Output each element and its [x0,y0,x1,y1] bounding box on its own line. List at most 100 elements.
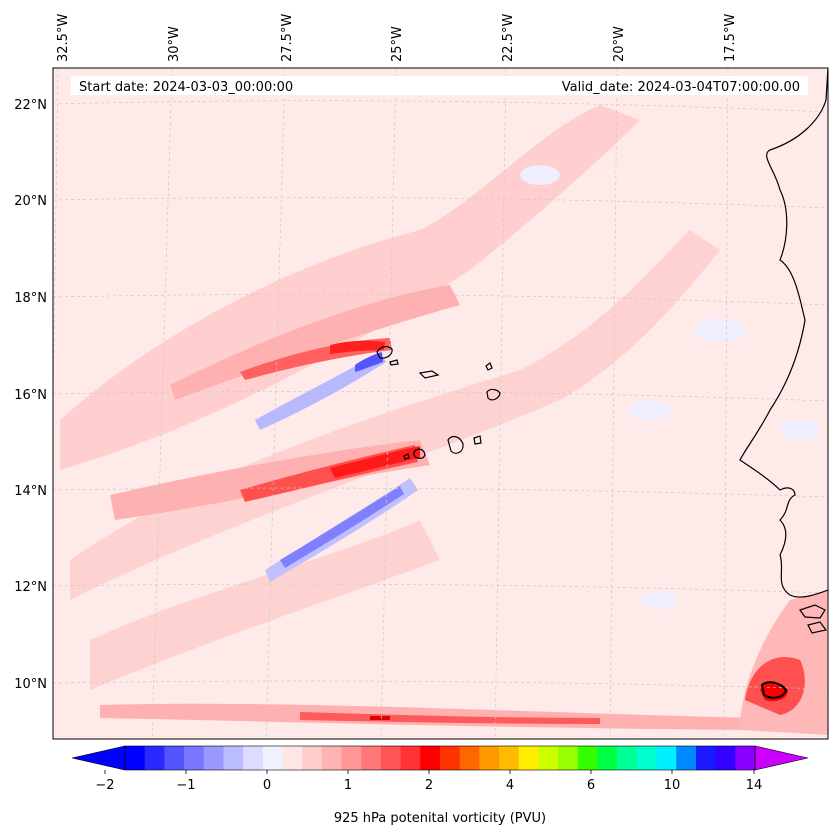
colorbar-swatch [302,746,323,770]
island-sao-vicente-outline [389,359,399,366]
colorbar-swatch [597,746,618,770]
colorbar-swatch [243,746,264,770]
colorbar-tick-label: 0 [263,778,271,793]
start-date-label: Start date: 2024-03-03_00:00:00 [79,80,293,95]
pv-region [628,400,672,420]
meridian-line [151,68,173,739]
pv-region [330,446,420,478]
colorbar-swatch [518,746,539,770]
meridian-line [494,68,507,739]
island-santiago-outline [447,435,464,454]
longitude-tick-label: 32.5°W [56,14,71,62]
latitude-tick-label: 22°N [14,98,47,113]
pv-region [355,352,383,372]
colorbar-swatch [656,746,677,770]
latitude-tick-label: 10°N [14,677,47,692]
colorbar-swatch [577,746,598,770]
pv-contour-field [60,105,828,735]
meridian-line [380,68,397,739]
colorbar-swatch [538,746,559,770]
colorbar-tick-label: −1 [176,778,195,793]
colorbar-tick-label: 6 [587,778,595,793]
colorbar-swatch [321,746,343,770]
colorbar-swatch [262,746,283,770]
colorbar-swatch [479,746,500,770]
island-santo-antao-outline [376,346,393,359]
colorbar-swatch [617,746,638,770]
colorbar-tick-label: 4 [506,778,514,793]
africa-coastline [739,68,828,598]
colorbar-swatch [695,746,717,770]
island-boa-vista-outline [486,388,501,401]
colorbar-tick-label: 14 [746,778,763,793]
meridian-line [265,68,286,739]
colorbar-tick-label: −2 [95,778,114,793]
pv-region [780,420,820,440]
colorbar-swatch [282,746,303,770]
colorbar-swatch [125,746,146,770]
colorbar-label: 925 hPa potenital vorticity (PVU) [334,811,546,826]
colorbar-swatch [459,746,480,770]
colorbar-swatch [440,746,461,770]
longitude-tick-label: 25°W [390,26,405,62]
latitude-tick-label: 16°N [14,388,47,403]
longitude-tick-label: 20°W [612,26,627,62]
coast-islands-outline [799,604,826,619]
pv-region [370,716,390,720]
colorbar-swatch [676,746,697,770]
colorbar-swatch [420,746,441,770]
pv-region [330,340,385,354]
colorbar-swatch [144,746,165,770]
island-fogo-outline [413,448,426,459]
longitude-labels: 32.5°W 30°W 27.5°W 25°W 22.5°W 20°W 17.5°W [56,14,738,62]
latitude-tick-label: 18°N [14,291,47,306]
pv-region [110,440,430,520]
colorbar-swatch [223,746,244,770]
colorbar-swatch [184,746,205,770]
pv-region [520,165,560,185]
latitude-labels: 22°N 20°N 18°N 16°N 14°N 12°N 10°N [14,98,47,692]
colorbar-swatch [400,746,421,770]
colorbar-swatch [203,746,224,770]
colorbar-swatch [715,746,736,770]
island-sal-outline [485,362,493,371]
colorbar-swatch [164,746,185,770]
colorbar-swatch [735,746,756,770]
colorbar-swatch [341,746,362,770]
colorbar-swatch [380,746,402,770]
valid-date-label: Valid_date: 2024-03-04T07:00:00.00 [562,80,800,95]
colorbar-swatch [361,746,382,770]
latitude-tick-label: 20°N [14,194,47,209]
map-frame [52,67,829,740]
colorbar: −2 −1 0 1 2 4 6 10 14 [71,745,809,793]
coastlines [376,68,828,699]
colorbar-swatch [499,746,520,770]
longitude-tick-label: 22.5°W [501,14,516,62]
meridian-line [609,68,618,739]
coast-islands-outline [807,621,828,634]
pv-region [642,591,678,609]
longitude-tick-label: 17.5°W [723,14,738,62]
island-sao-nicolau-outline [418,370,440,379]
pv-region [300,712,600,724]
longitude-tick-label: 30°W [167,26,182,62]
latitude-tick-label: 12°N [14,580,47,595]
graticule [53,68,828,739]
island-maio-outline [473,435,482,445]
longitude-tick-label: 27.5°W [280,14,295,62]
pv-region [255,352,386,430]
pv-region [90,520,440,690]
map-panel[interactable] [48,67,829,740]
colorbar-under-extension [71,745,126,771]
colorbar-tick-label: 10 [664,778,681,793]
colorbar-swatch [636,746,658,770]
pv-region [695,318,745,342]
colorbar-tick-label: 1 [344,778,352,793]
colorbar-frame [124,745,756,771]
pv-region [280,486,404,568]
island-brava-outline [403,453,410,460]
colorbar-swatch [558,746,579,770]
pv-region [70,230,720,600]
info-box [71,76,808,95]
